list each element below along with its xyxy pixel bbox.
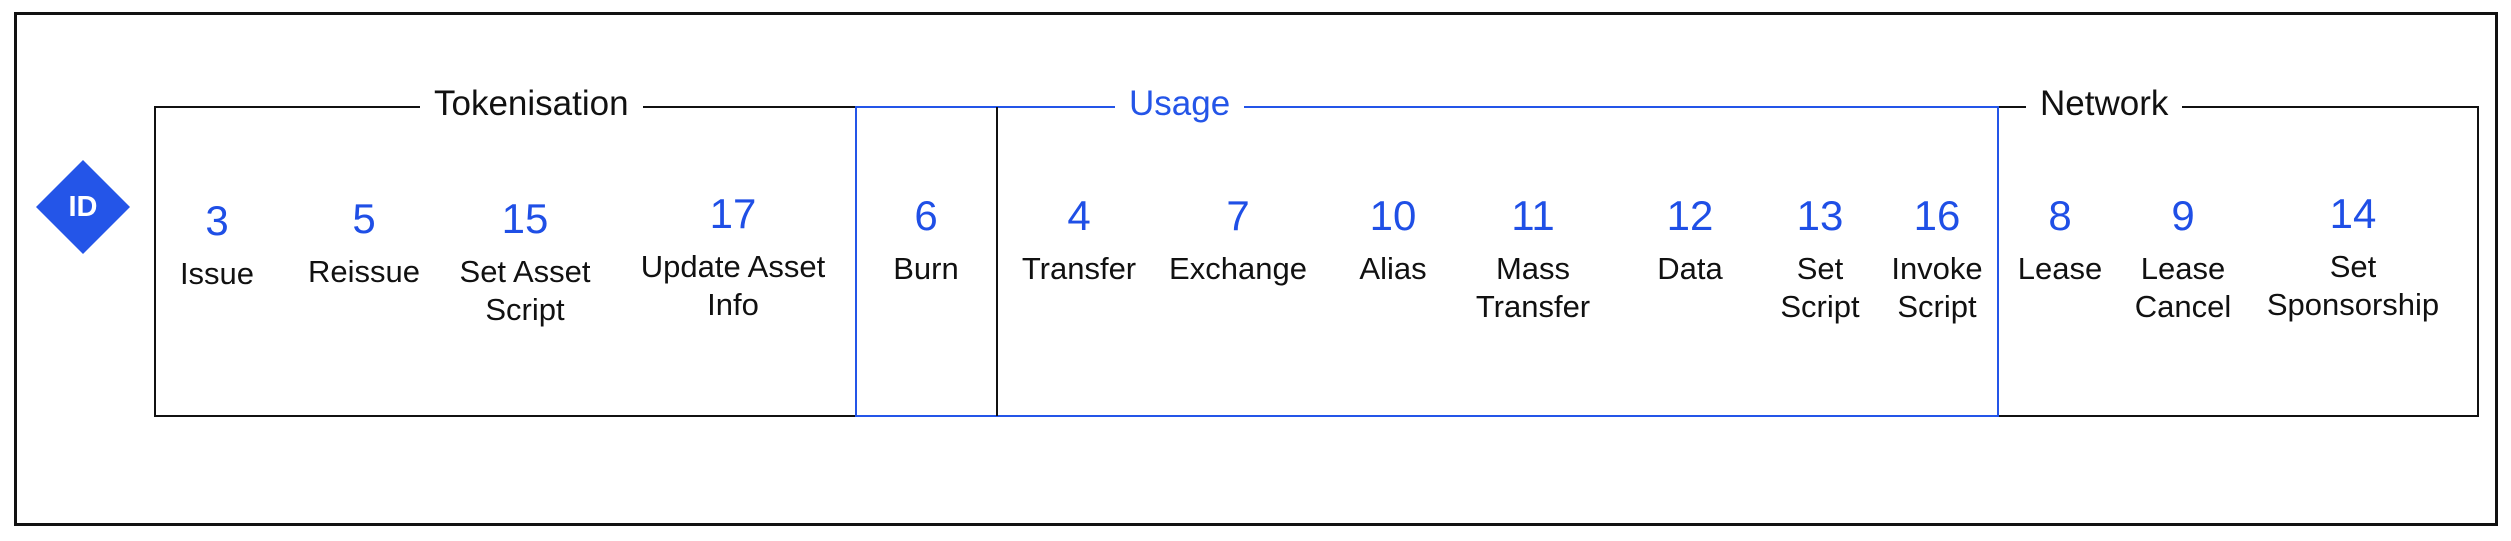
tx-item: 12 Data (1657, 192, 1722, 288)
tx-number: 7 (1226, 192, 1250, 239)
tx-item: 13 Set Script (1780, 192, 1859, 326)
tx-item: 9 Lease Cancel (2135, 192, 2232, 326)
tx-item: 8 Lease (2018, 192, 2102, 288)
tx-item: 10 Alias (1359, 192, 1426, 288)
tx-number: 16 (1913, 192, 1961, 239)
tx-name: Set Sponsorship (2266, 249, 2440, 322)
tx-number: 5 (352, 195, 376, 242)
tx-item: 5 Reissue (308, 195, 420, 291)
burn-divider (996, 107, 998, 416)
tx-name: Update Asset Info (640, 249, 826, 322)
tx-name: Burn (893, 251, 959, 286)
tx-name: Lease (2017, 251, 2103, 286)
tx-item: 6 Burn (893, 192, 958, 288)
tx-item: 11 Mass Transfer (1476, 192, 1590, 326)
outer-frame (14, 12, 2498, 526)
tx-number: 12 (1666, 192, 1714, 239)
tx-number: 8 (2048, 192, 2072, 239)
tx-number: 17 (709, 190, 757, 237)
tx-item: 15 Set Asset Script (460, 195, 591, 329)
section-network-label: Network (2026, 81, 2183, 127)
tx-number: 6 (914, 192, 938, 239)
tx-name: Set Script (1780, 251, 1860, 324)
tx-name: Exchange (1169, 251, 1307, 286)
tx-name: Lease Cancel (2134, 251, 2232, 324)
tx-number: 14 (2329, 190, 2377, 237)
tx-name: Set Asset Script (459, 254, 591, 327)
tx-name: Transfer (1021, 251, 1137, 286)
tx-item: 16 Invoke Script (1891, 192, 1982, 326)
tx-number: 11 (1511, 192, 1555, 239)
tx-item: 17 Update Asset Info (641, 190, 825, 324)
tx-item: 4 Transfer (1022, 192, 1136, 288)
tx-item: 3 Issue (180, 197, 254, 293)
tx-number: 15 (501, 195, 549, 242)
tx-name: Alias (1359, 251, 1427, 286)
logo-text: ID (68, 191, 98, 223)
id-logo: ID (36, 160, 130, 254)
tx-name: Invoke Script (1891, 251, 1983, 324)
tx-name: Mass Transfer (1475, 251, 1591, 324)
tx-item: 14 Set Sponsorship (2267, 190, 2439, 324)
tx-item: 7 Exchange (1169, 192, 1307, 288)
tx-number: 10 (1369, 192, 1417, 239)
tx-number: 9 (2171, 192, 2195, 239)
tx-name: Reissue (308, 254, 420, 289)
tx-number: 13 (1796, 192, 1844, 239)
tx-name: Issue (179, 256, 255, 291)
tx-number: 3 (205, 197, 229, 244)
tx-name: Data (1657, 251, 1723, 286)
diamond-icon (36, 160, 130, 254)
section-usage-label: Usage (1115, 81, 1245, 127)
tx-number: 4 (1067, 192, 1091, 239)
section-tokenisation-label: Tokenisation (420, 81, 643, 127)
